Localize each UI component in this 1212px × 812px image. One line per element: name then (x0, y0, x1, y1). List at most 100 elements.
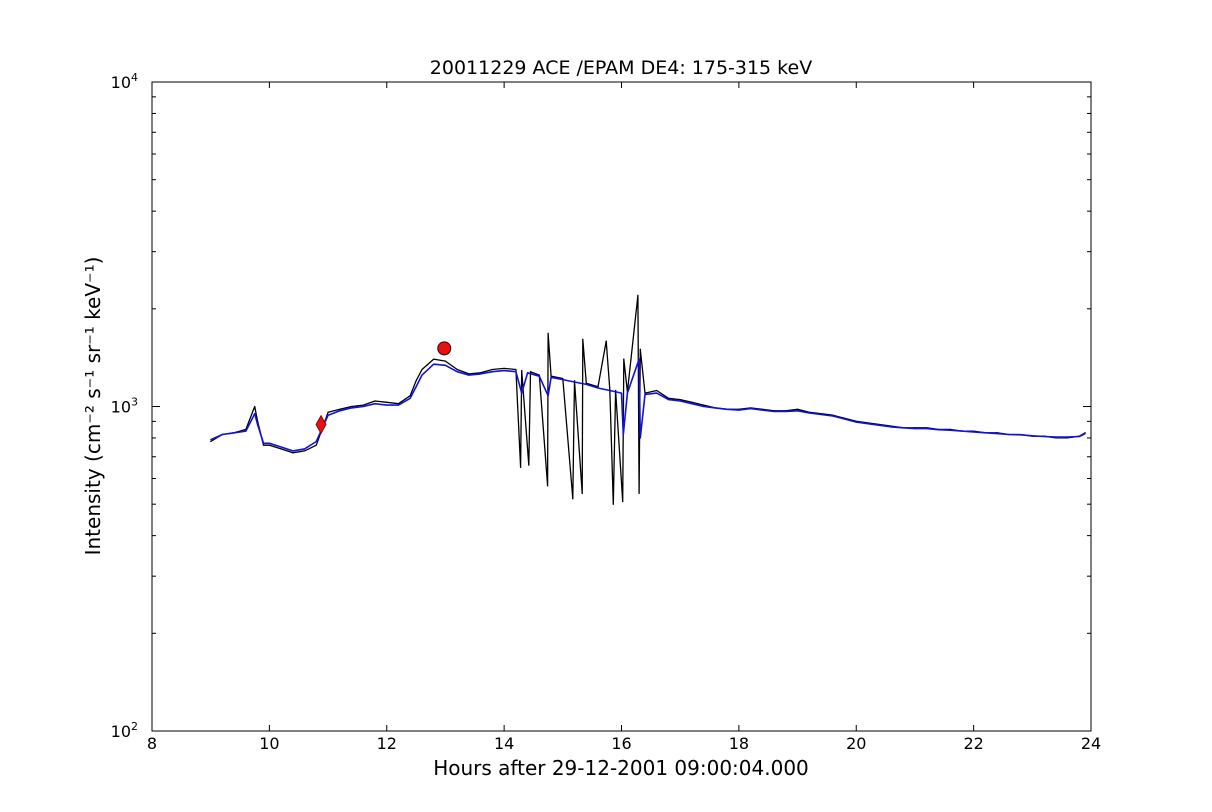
series-0-point (529, 371, 532, 373)
x-tick-label: 22 (963, 734, 983, 753)
series-1-point (315, 440, 317, 443)
series-0-point (796, 408, 799, 410)
series-0-point (292, 452, 294, 454)
series-0-point (573, 380, 576, 382)
series-1-point (902, 427, 904, 429)
series-1-point (257, 423, 259, 426)
series-1-point (703, 405, 705, 408)
series-1-point (480, 373, 482, 375)
series-1-point (562, 379, 564, 381)
series-0-point (210, 440, 212, 443)
series-0-point (268, 444, 270, 446)
series-0-point (623, 358, 625, 360)
series-0-point (303, 450, 306, 452)
series-0-point (503, 367, 505, 370)
series-1-point (609, 389, 611, 392)
series-0-point (280, 448, 282, 450)
series-0-point (656, 389, 658, 392)
series-0-point (421, 368, 423, 371)
series-1-point (538, 375, 540, 377)
series-1-point (233, 432, 235, 434)
series-0-point (415, 380, 417, 382)
series-1-point (820, 413, 822, 416)
series-1-point (515, 371, 517, 373)
series-0-point (456, 368, 458, 371)
series-1-point (973, 431, 975, 433)
series-1-point (254, 413, 256, 415)
series-0-point (547, 332, 549, 334)
series-0-point (1084, 432, 1086, 434)
series-0-point (491, 368, 493, 371)
series-0-point (254, 405, 256, 408)
x-tick-label: 14 (494, 734, 514, 753)
series-1-point (761, 409, 763, 411)
x-tick-label: 16 (611, 734, 631, 753)
series-0-point (362, 404, 364, 406)
series-1-point (350, 407, 353, 409)
series-0-point (327, 411, 329, 413)
series-0-point (350, 405, 353, 408)
series-0-point (315, 444, 317, 446)
series-0-point (528, 464, 530, 466)
series-line-1 (210, 358, 1086, 452)
series-0-point (386, 401, 388, 403)
series-1-point (468, 374, 470, 376)
series-1-point (879, 424, 881, 426)
x-tick-label: 20 (846, 734, 866, 753)
series-line-0 (210, 294, 1086, 505)
series-1-point (926, 427, 928, 430)
x-tick-label: 24 (1081, 734, 1101, 753)
plot-area: 8 10 12 14 16 18 20 22 24 102 103 104 (111, 71, 1102, 753)
series-1-point (914, 427, 916, 430)
series-1-point (374, 403, 376, 405)
series-1-point (750, 408, 752, 410)
series-1-point (527, 372, 529, 374)
series-1-point (738, 409, 740, 411)
series-1-point (1019, 434, 1022, 436)
series-1-point (656, 392, 658, 394)
x-tick-label: 12 (377, 734, 397, 753)
series-0-point (550, 375, 552, 377)
series-0-point (582, 338, 584, 340)
series-1-point (444, 364, 447, 366)
series-1-point (855, 421, 857, 423)
series-1-point (996, 433, 998, 435)
series-1-point (221, 433, 224, 436)
series-1-point (949, 429, 951, 431)
y-axis-label: Intensity (cm⁻² s⁻¹ sr⁻¹ keV⁻¹) (81, 257, 105, 556)
series-1-point (547, 395, 549, 397)
series-0-point (609, 388, 611, 390)
series-1-point (644, 393, 646, 395)
series-1-point (984, 432, 986, 434)
series-1-point (622, 433, 624, 436)
series-0-point (339, 408, 341, 410)
series-1-point (679, 400, 681, 402)
series-1-point (1078, 435, 1080, 438)
series-1-point (597, 387, 599, 389)
series-1-point (433, 363, 435, 365)
series-1-point (573, 381, 576, 383)
series-1-point (415, 386, 417, 388)
series-1-point (726, 408, 728, 410)
y-tick-label: 103 (111, 396, 138, 417)
x-tick-label: 8 (147, 734, 157, 753)
series-0-point (374, 400, 376, 402)
y-tick-label: 102 (111, 720, 138, 741)
series-1-point (832, 415, 834, 417)
event-marker-circle (437, 341, 452, 356)
series-0-point (433, 358, 435, 360)
series-0-point (546, 485, 549, 487)
series-1-point (503, 370, 505, 372)
series-1-point (292, 450, 294, 452)
series-1-point (667, 399, 670, 401)
x-tick-label: 10 (259, 734, 279, 753)
x-axis-label: Hours after 29-12-2001 09:00:04.000 (433, 756, 809, 780)
series-0-point (637, 294, 639, 296)
series-1-point (339, 410, 341, 412)
series-1-point (409, 397, 411, 399)
series-1-point (268, 442, 270, 444)
series-0-point (679, 399, 681, 401)
series-0-point (262, 444, 265, 446)
series-1-point (456, 371, 458, 373)
